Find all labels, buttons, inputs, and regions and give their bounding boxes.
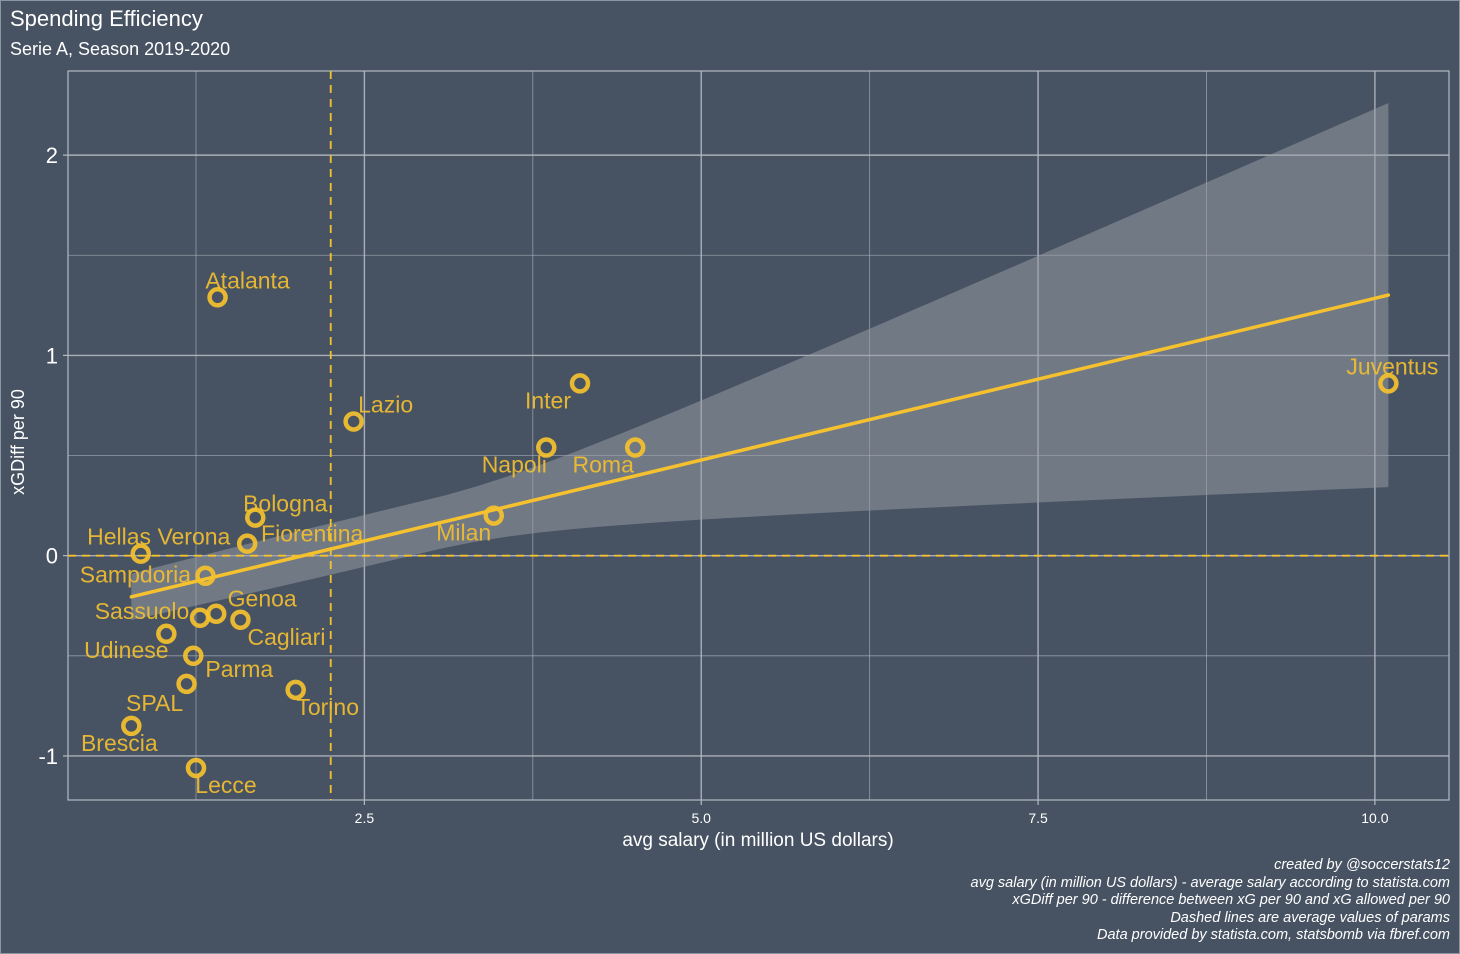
chart-subtitle: Serie A, Season 2019-2020 <box>10 39 231 59</box>
data-point-juventus <box>1378 373 1399 394</box>
point-label: Atalanta <box>205 267 290 293</box>
data-point-bologna <box>245 507 266 528</box>
data-point-brescia <box>121 715 142 737</box>
data-points <box>121 287 1399 779</box>
point-label: Udinese <box>84 637 168 663</box>
data-point-genoa <box>205 603 227 624</box>
data-point-parma <box>183 645 204 667</box>
confidence-band <box>131 103 1389 620</box>
point-label: Parma <box>205 656 273 682</box>
caption: created by @soccerstats12 avg salary (in… <box>971 857 1451 945</box>
x-tick-label: 7.5 <box>1028 810 1048 826</box>
point-label: Hellas Verona <box>87 524 230 550</box>
y-axis-title: xGDiff per 90 <box>8 389 28 495</box>
data-point-fiorentina <box>236 533 258 554</box>
data-point-milan <box>483 505 505 526</box>
caption-line: Dashed lines are average values of param… <box>1170 909 1450 926</box>
caption-line: created by @soccerstats12 <box>1274 857 1450 873</box>
y-tick-label: 1 <box>46 343 58 368</box>
data-point-torino <box>285 679 306 701</box>
point-label: Torino <box>296 694 359 720</box>
x-axis-title: avg salary (in million US dollars) <box>622 830 893 851</box>
data-point-napoli <box>536 437 557 458</box>
x-tick-label: 5.0 <box>692 810 712 826</box>
point-label: Milan <box>436 520 491 546</box>
point-label: Lecce <box>195 772 256 798</box>
data-point-udinese <box>156 623 177 645</box>
point-label: Napoli <box>482 452 547 478</box>
y-tick-label: 2 <box>46 143 58 168</box>
confidence-band-area <box>131 103 1389 620</box>
point-label: Cagliari <box>247 624 325 650</box>
point-label: Inter <box>525 387 571 413</box>
data-point-roma <box>624 437 646 458</box>
x-tick-label: 10.0 <box>1361 810 1388 826</box>
caption-line: Data provided by statista.com, statsbomb… <box>1097 927 1450 944</box>
point-label: Juventus <box>1346 353 1438 379</box>
caption-line: xGDiff per 90 - difference between xG pe… <box>1012 892 1450 909</box>
y-tick-label: 0 <box>46 544 58 569</box>
regression-trend-line <box>129 293 1391 599</box>
data-point-cagliari <box>230 609 251 631</box>
data-point-inter <box>569 373 591 394</box>
axes: 2.5 5.0 7.5 10.0 -1 0 1 2 <box>38 143 1388 826</box>
data-point-atalanta <box>207 287 228 308</box>
caption-line: avg salary (in million US dollars) - ave… <box>970 874 1451 891</box>
point-label: Brescia <box>81 730 158 756</box>
y-tick-label: -1 <box>38 744 58 769</box>
regression-line <box>129 293 1391 599</box>
point-label: Sassuolo <box>95 598 190 624</box>
data-point-lecce <box>185 757 207 779</box>
data-point-spal <box>176 673 197 695</box>
data-point-sampdoria <box>195 565 216 586</box>
point-label: Sampdoria <box>80 562 191 588</box>
point-label: Genoa <box>228 586 297 612</box>
chart-title: Spending Efficiency <box>10 6 203 31</box>
point-label: Fiorentina <box>261 521 363 547</box>
point-label: SPAL <box>126 690 183 716</box>
point-label: Lazio <box>358 391 413 417</box>
point-label: Roma <box>573 452 635 478</box>
point-labels: Atalanta Lazio Inter Juventus Napoli Roma Mila… <box>80 267 1439 798</box>
point-label: Bologna <box>243 491 328 517</box>
data-point-hellas-verona <box>130 543 152 564</box>
data-point-lazio <box>343 411 364 432</box>
x-tick-label: 2.5 <box>355 810 375 826</box>
